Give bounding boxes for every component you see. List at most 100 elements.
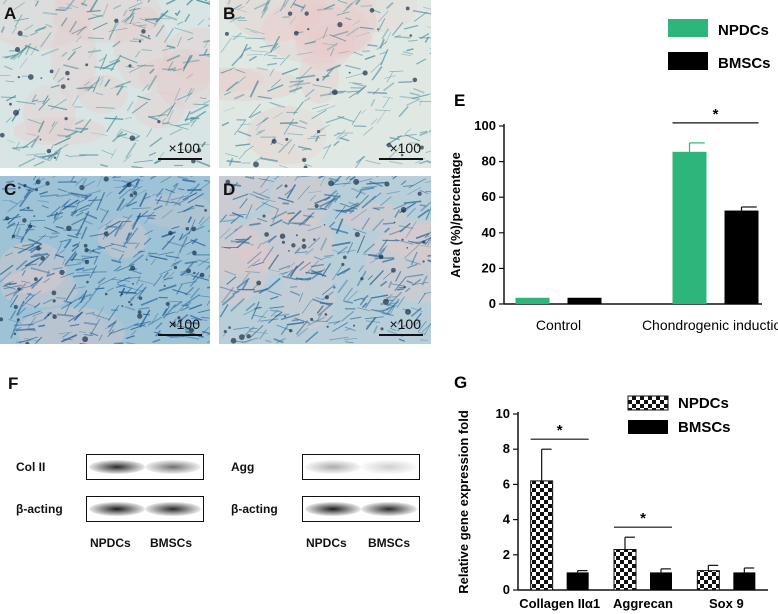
- significance-star: *: [713, 106, 719, 123]
- nucleus: [333, 286, 336, 289]
- cell-fiber: [129, 40, 138, 43]
- nucleus: [400, 206, 407, 213]
- nucleus: [204, 208, 208, 212]
- cell-fiber: [224, 228, 238, 240]
- cell-fiber: [155, 330, 161, 337]
- cell-fiber: [48, 104, 68, 111]
- cell-fiber: [382, 257, 395, 263]
- cell-fiber: [189, 314, 203, 321]
- cell-patch: [219, 244, 279, 275]
- cell-fiber: [197, 309, 210, 314]
- cell-fiber: [152, 338, 161, 343]
- cell-patch: [139, 193, 210, 229]
- cell-fiber: [425, 234, 431, 238]
- cell-patch: [298, 49, 340, 104]
- nucleus: [14, 46, 21, 53]
- cell-fiber: [98, 57, 106, 62]
- cell-fiber: [335, 129, 347, 140]
- nucleus: [288, 249, 290, 252]
- cell-fiber: [402, 51, 414, 55]
- cell-fiber: [44, 226, 58, 233]
- cell-fiber: [118, 188, 131, 199]
- cell-fiber: [297, 185, 310, 200]
- cell-fiber: [287, 143, 296, 155]
- cell-fiber: [231, 211, 244, 218]
- cell-fiber: [169, 123, 189, 130]
- cell-fiber: [429, 52, 431, 55]
- nucleus: [5, 216, 10, 221]
- cell-fiber: [174, 87, 181, 102]
- cell-fiber: [75, 267, 85, 271]
- cell-fiber: [128, 254, 144, 267]
- cell-fiber: [180, 229, 193, 241]
- nucleus: [354, 231, 360, 238]
- nucleus: [382, 298, 389, 305]
- cell-fiber: [26, 292, 34, 297]
- cell-fiber: [89, 265, 98, 279]
- cell-fiber: [11, 26, 18, 34]
- cell-fiber: [46, 212, 64, 218]
- cell-fiber: [173, 324, 191, 329]
- nucleus: [121, 305, 124, 308]
- cell-fiber: [137, 95, 151, 101]
- cell-fiber: [198, 295, 210, 298]
- cell-fiber: [253, 314, 267, 318]
- cell-fiber: [112, 40, 121, 48]
- nucleus: [192, 250, 197, 256]
- cell-fiber: [97, 243, 115, 250]
- cell-fiber: [187, 87, 193, 96]
- micrograph-c: C ×100: [0, 176, 210, 344]
- cell-fiber: [300, 4, 307, 13]
- cell-fiber: [405, 221, 417, 239]
- cell-fiber: [182, 205, 194, 213]
- cell-fiber: [39, 191, 48, 195]
- cell-fiber: [345, 176, 351, 181]
- cell-fiber: [235, 143, 251, 147]
- cell-fiber: [336, 267, 351, 277]
- cell-fiber: [93, 76, 105, 86]
- cell-fiber: [88, 199, 103, 202]
- cell-fiber: [288, 80, 305, 88]
- cell-fiber: [53, 242, 63, 260]
- cell-fiber: [92, 76, 101, 93]
- cell-fiber: [278, 139, 293, 154]
- cell-fiber: [344, 341, 354, 344]
- cell-fiber: [147, 115, 159, 121]
- cell-fiber: [119, 214, 133, 231]
- y-tick-label: 40: [482, 225, 496, 240]
- cell-patch: [0, 269, 80, 308]
- cell-fiber: [18, 191, 31, 208]
- cell-fiber: [34, 26, 47, 32]
- cell-fiber: [147, 75, 158, 91]
- cell-fiber: [109, 21, 120, 38]
- cell-fiber: [191, 274, 210, 281]
- cell-fiber: [280, 325, 289, 336]
- cell-fiber: [332, 264, 344, 281]
- cell-fiber: [412, 312, 422, 325]
- cell-fiber: [406, 98, 421, 106]
- cell-fiber: [298, 66, 312, 80]
- cell-fiber: [109, 58, 119, 64]
- cell-fiber: [119, 202, 128, 212]
- cell-fiber: [105, 191, 113, 198]
- cell-fiber: [237, 130, 252, 137]
- cell-fiber: [319, 92, 332, 97]
- cell-fiber: [196, 160, 210, 168]
- wb-bands-actin-left: [89, 502, 201, 516]
- cell-fiber: [149, 68, 155, 74]
- cell-fiber: [15, 327, 36, 332]
- cell-fiber: [311, 104, 329, 110]
- cell-fiber: [286, 269, 294, 277]
- cell-fiber: [132, 38, 144, 41]
- cell-fiber: [54, 143, 69, 153]
- cell-fiber: [385, 295, 397, 299]
- cell-fiber: [178, 236, 188, 253]
- nucleus: [279, 233, 286, 239]
- cell-fiber: [314, 135, 320, 142]
- cell-fiber: [372, 88, 380, 95]
- cell-fiber: [386, 72, 393, 83]
- nucleus: [253, 161, 259, 168]
- nucleus: [47, 314, 50, 316]
- cell-fiber: [269, 68, 275, 77]
- cell-fiber: [38, 98, 51, 111]
